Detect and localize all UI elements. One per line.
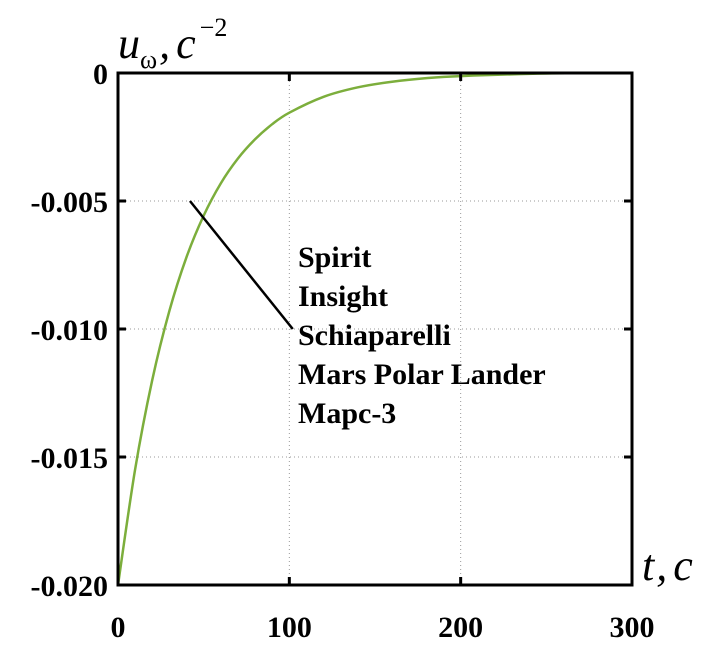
y-axis-label: uω, c −2 [118,13,227,74]
y-axis-label-sep: , [159,19,170,68]
annotation-label: Insight [298,280,388,313]
annotation-leader-line [188,200,294,330]
annotation-label: Mars Polar Lander [298,358,546,391]
x-tick-label: 200 [438,611,483,644]
series-line [116,71,633,586]
y-tick-label: -0.005 [31,186,109,219]
x-axis-label-unit: c [673,541,693,590]
tick-labels: 0 100 200 300 0 -0.005 -0.010 -0.015 -0.020 [31,58,655,644]
y-tick-label: -0.020 [31,570,109,603]
x-tick-label: 300 [610,611,655,644]
y-tick-label: -0.015 [31,442,109,475]
y-axis-label-main: u [118,19,140,68]
x-tick-label: 0 [111,611,126,644]
grid-lines [118,73,632,585]
x-axis-label-sep: , [656,541,667,590]
x-axis-label: t, c [642,541,693,590]
annotation-label: Марс-3 [298,397,396,430]
y-tick-label: -0.010 [31,314,109,347]
annotation-label: Schiaparelli [298,319,451,352]
tick-marks [116,71,634,587]
y-axis-label-sub: ω [140,45,157,74]
y-axis-label-unit: c [176,19,196,68]
y-tick-label: 0 [93,58,108,91]
y-axis-label-exp: −2 [200,13,228,42]
series-layer [116,71,633,586]
annotation-label: Spirit [298,241,371,274]
x-tick-label: 100 [267,611,312,644]
annotation: Spirit Insight Schiaparelli Mars Polar Land… [188,200,546,430]
x-axis-label-main: t [642,541,656,590]
